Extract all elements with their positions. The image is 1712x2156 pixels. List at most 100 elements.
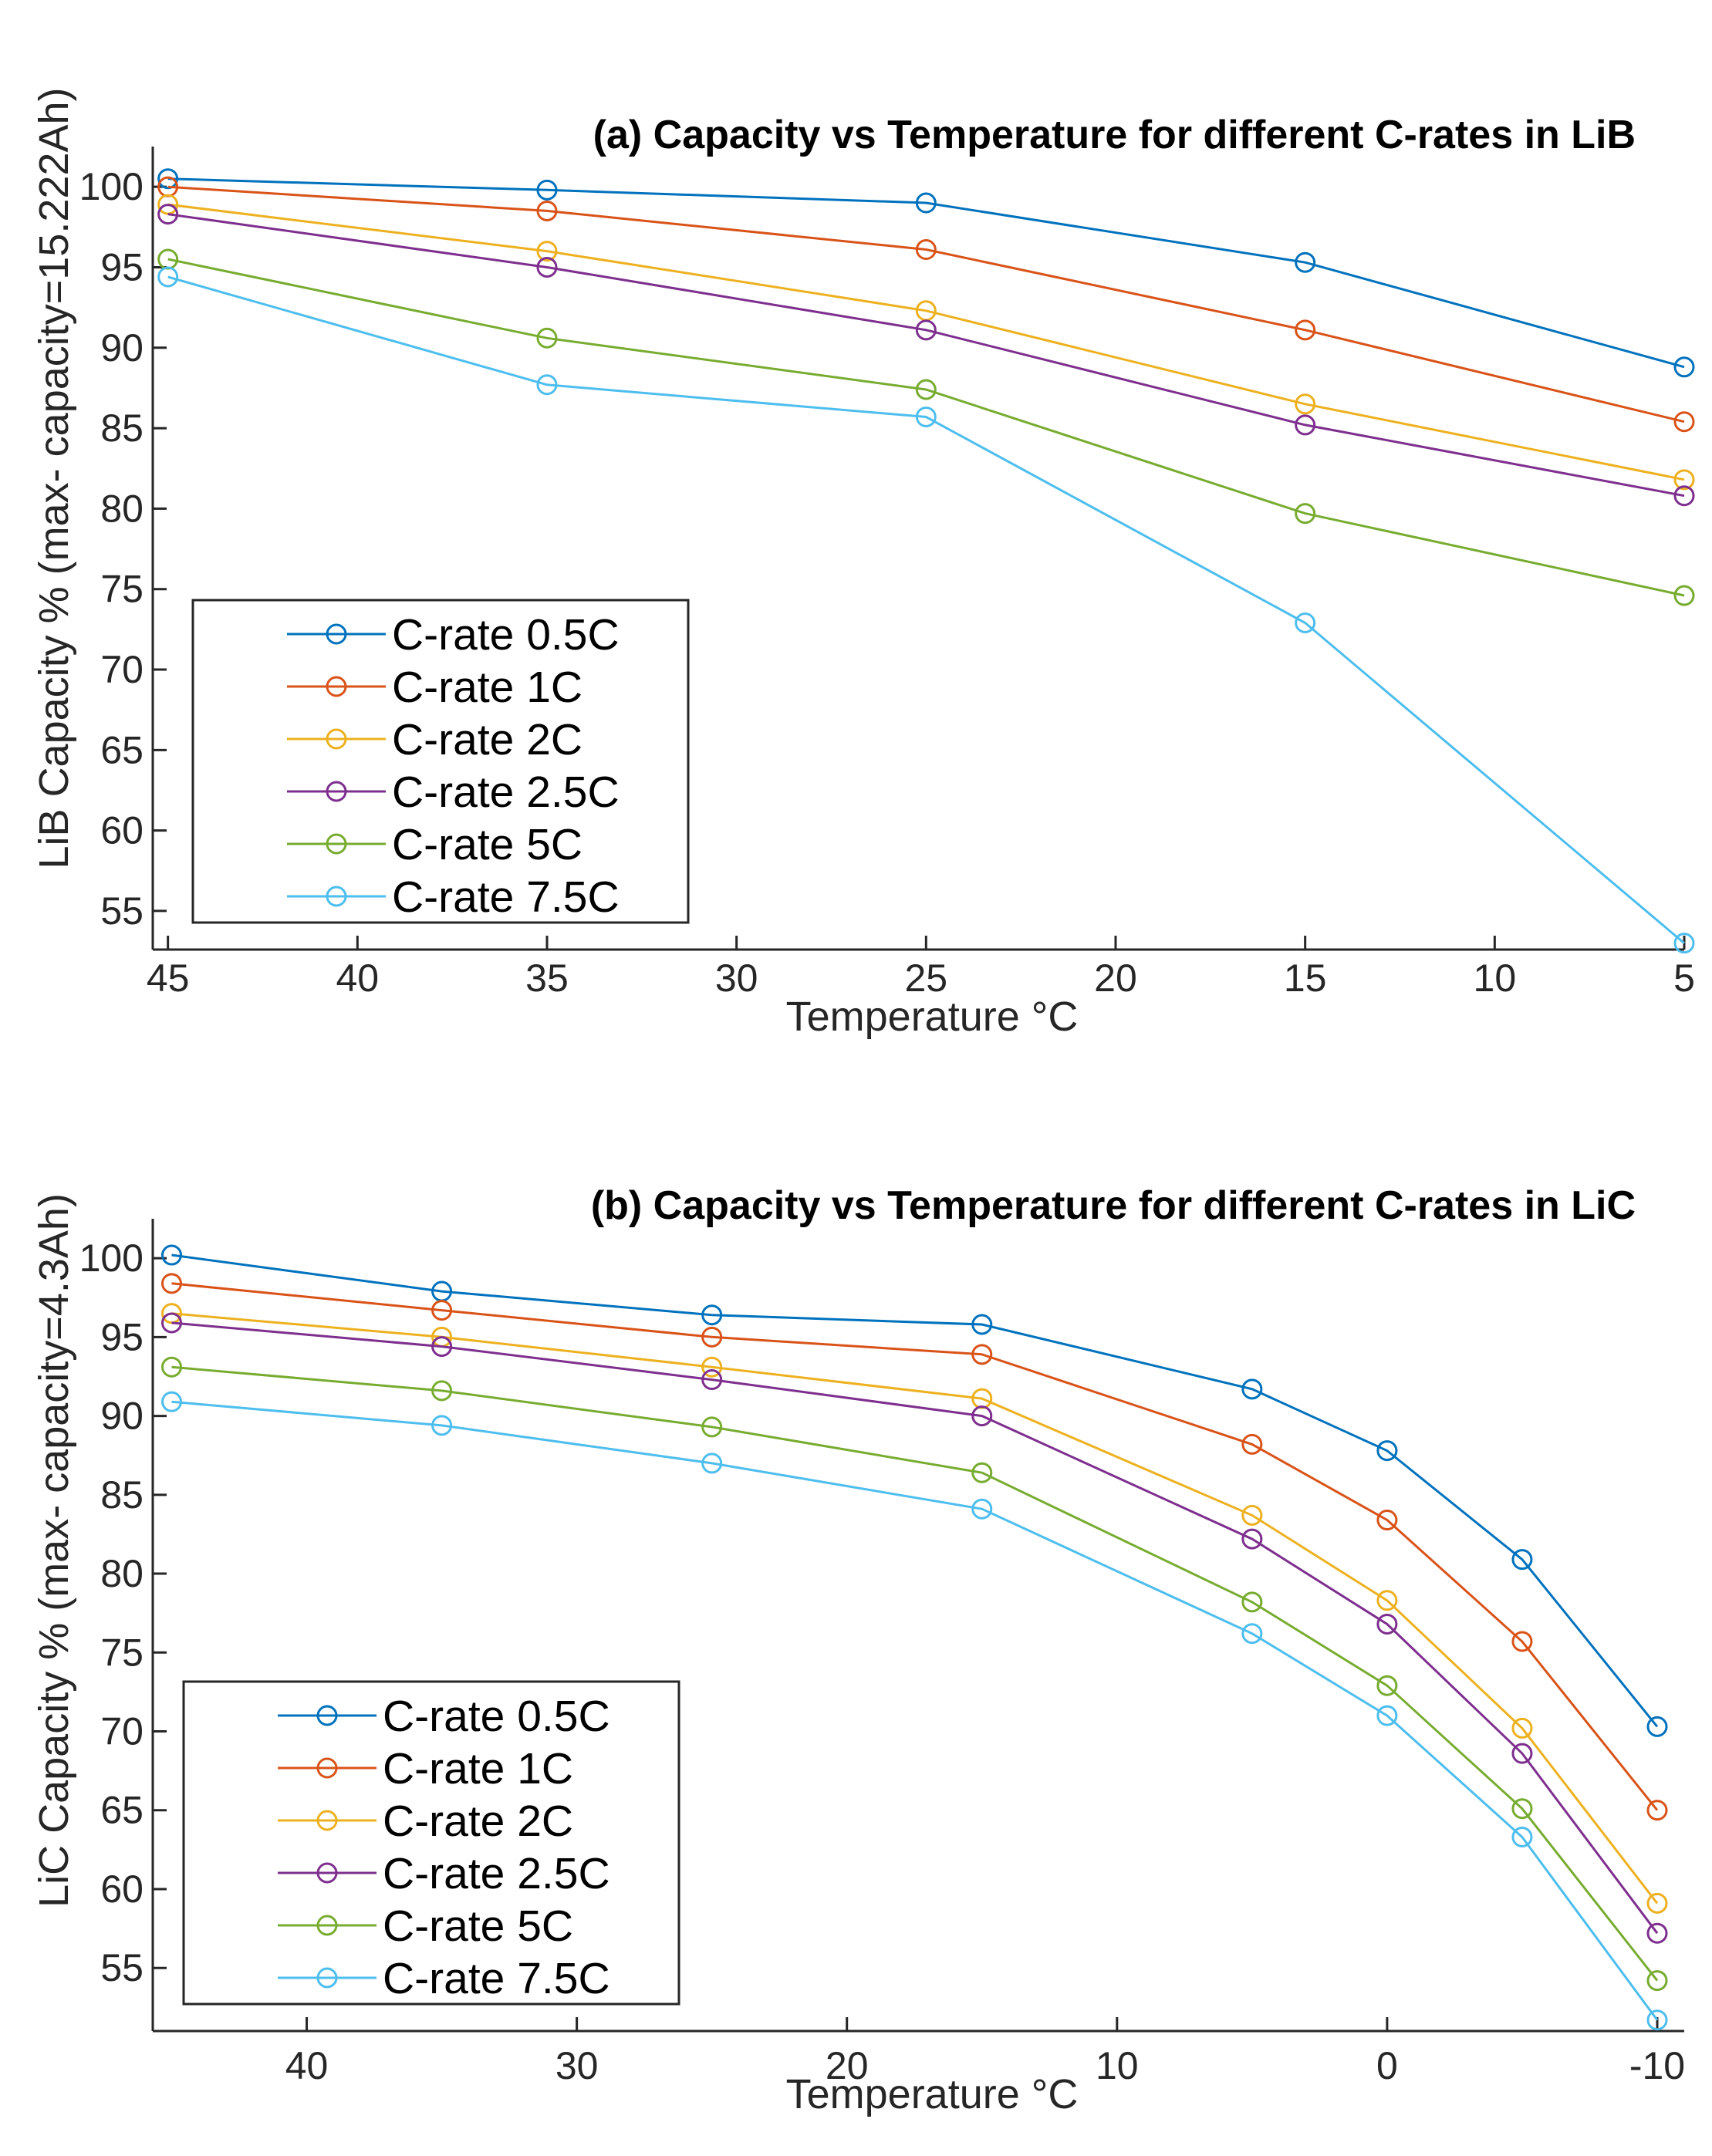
y-tick-label: 100 (79, 1237, 144, 1280)
data-point (1511, 1717, 1533, 1739)
y-tick-label: 80 (100, 1552, 144, 1595)
series-c-rate-5c (157, 248, 1695, 606)
data-point (1241, 1504, 1263, 1526)
y-tick-label: 90 (100, 1395, 144, 1438)
series-line (167, 213, 1685, 498)
x-tick-label: 10 (1474, 957, 1517, 1000)
data-point (1673, 469, 1695, 491)
data-point (1511, 1549, 1533, 1571)
legend-marker (326, 728, 347, 750)
data-point (157, 194, 179, 215)
legend-label: C-rate 2.5C (383, 1849, 610, 1898)
series-line (167, 275, 1685, 944)
data-point (1673, 356, 1695, 378)
legend-marker (326, 623, 347, 645)
y-tick-label: 70 (100, 1710, 144, 1753)
x-tick-label: 30 (715, 957, 758, 1000)
chart-panel-a: 45 40 35 30 25 20 15 10 5556065707580859095100Te… (31, 88, 1695, 1040)
legend-entry: C-rate 7.5C (278, 1954, 610, 2003)
legend-label: C-rate 5C (383, 1901, 573, 1951)
data-point (431, 1336, 453, 1358)
legend-label: C-rate 2.5C (392, 768, 620, 817)
series-c-rate-1c (157, 176, 1695, 433)
legend-marker (326, 676, 347, 697)
chart-title: (b) Capacity vs Temperature for differen… (591, 1183, 1636, 1228)
data-point (701, 1304, 723, 1326)
data-point (157, 266, 179, 288)
data-point (1511, 1743, 1533, 1764)
data-point (1646, 1892, 1668, 1914)
y-axis-label: LiC Capacity % (max- capacity=4.3Ah) (31, 1193, 77, 1908)
series-c-rate-2c (157, 194, 1695, 491)
series-line (171, 1321, 1659, 1935)
data-point (1376, 1440, 1398, 1462)
data-point (1646, 1800, 1668, 1821)
chart-title: (a) Capacity vs Temperature for differen… (593, 113, 1636, 157)
chart-panel-b: 40 30 20 10 0 -10556065707580859095100Tempera… (31, 1183, 1685, 2117)
series-line (167, 185, 1685, 423)
y-tick-label: 55 (100, 1946, 144, 1989)
data-point (431, 1380, 453, 1402)
data-point (1241, 1623, 1263, 1645)
data-point (536, 200, 558, 221)
data-point (431, 1300, 453, 1321)
legend-marker (316, 1705, 338, 1726)
data-point (1295, 414, 1316, 436)
data-point (1295, 503, 1316, 525)
data-point (1646, 1970, 1668, 1992)
data-point (915, 192, 937, 214)
data-point (1511, 1631, 1533, 1652)
legend-entry: C-rate 0.5C (287, 610, 620, 660)
data-point (701, 1326, 723, 1348)
data-point (536, 256, 558, 278)
data-point (1376, 1705, 1398, 1726)
series-c-rate-0-5c (161, 1244, 1668, 1737)
y-tick-label: 100 (79, 165, 144, 208)
series-c-rate-1c (161, 1273, 1668, 1821)
legend-label: C-rate 2C (383, 1797, 573, 1846)
legend-entry: C-rate 2C (287, 715, 582, 764)
data-point (1376, 1613, 1398, 1635)
data-point (157, 168, 179, 190)
series-c-rate-7-5c (161, 1391, 1668, 2031)
y-tick-label: 90 (100, 326, 144, 369)
legend-marker (316, 1862, 338, 1884)
data-point (701, 1453, 723, 1474)
data-point (1241, 1528, 1263, 1550)
y-tick-label: 85 (100, 1473, 144, 1517)
series-line (167, 177, 1685, 369)
data-point (161, 1391, 183, 1412)
data-point (1511, 1827, 1533, 1848)
data-point (157, 204, 179, 225)
x-tick-label: 35 (525, 957, 569, 1000)
data-point (161, 1312, 183, 1334)
data-point (701, 1356, 723, 1378)
x-tick-label: 30 (555, 2044, 599, 2087)
x-tick-label: 45 (147, 957, 190, 1000)
x-axis-label: Temperature °C (786, 994, 1079, 1040)
data-point (915, 379, 937, 400)
data-point (1376, 1675, 1398, 1696)
legend-entry: C-rate 2.5C (287, 768, 620, 817)
legend-label: C-rate 1C (392, 663, 582, 712)
data-point (971, 1462, 993, 1483)
data-point (536, 374, 558, 396)
series-c-rate-2-5c (161, 1312, 1668, 1944)
legend-marker (326, 886, 347, 907)
data-point (1241, 1378, 1263, 1400)
data-point (701, 1369, 723, 1391)
legend-label: C-rate 7.5C (392, 872, 620, 922)
y-axis-label: LiB Capacity % (max- capacity=15.222Ah) (31, 88, 77, 869)
data-point (1646, 1716, 1668, 1737)
legend-entry: C-rate 1C (278, 1744, 573, 1793)
data-point (1376, 1510, 1398, 1531)
y-tick-label: 95 (100, 245, 144, 288)
data-point (1646, 1922, 1668, 1944)
legend-label: C-rate 0.5C (392, 610, 620, 660)
legend-box (191, 599, 690, 924)
series-line (171, 1365, 1659, 1982)
data-point (915, 406, 937, 427)
legend: C-rate 0.5CC-rate 1CC-rate 2CC-rate 2.5C… (191, 599, 690, 924)
data-point (536, 327, 558, 349)
series-c-rate-2-5c (157, 204, 1695, 507)
